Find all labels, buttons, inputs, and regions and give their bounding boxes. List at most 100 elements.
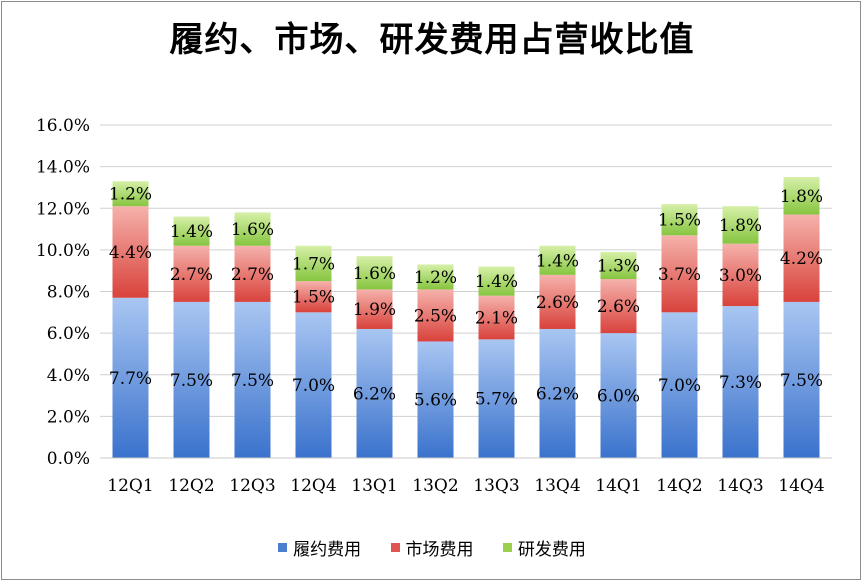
y-tick-label: 6.0% [47, 324, 90, 344]
bar-segment-1-13Q1 [356, 289, 393, 329]
chart-legend: 履约费用 市场费用 研发费用 [0, 535, 864, 560]
x-tick-label: 14Q2 [656, 476, 702, 496]
legend-swatch-rnd [502, 543, 512, 552]
x-tick-label: 14Q4 [778, 476, 824, 496]
y-tick-label: 16.0% [36, 116, 90, 136]
bar-segment-1-14Q1 [600, 279, 637, 334]
legend-item-fulfillment: 履约费用 [278, 535, 361, 560]
x-tick-label: 13Q2 [412, 476, 458, 496]
bar-segment-2-14Q4 [783, 177, 820, 215]
y-tick-label: 10.0% [36, 241, 90, 261]
data-label: 1.3% [597, 256, 640, 276]
y-tick-label: 2.0% [47, 407, 90, 427]
bar-segment-1-13Q2 [417, 289, 454, 342]
data-label: 1.5% [292, 288, 335, 308]
data-label: 1.7% [292, 254, 335, 274]
bar-segment-1-12Q3 [234, 245, 271, 302]
bar-segment-2-12Q2 [173, 216, 210, 246]
data-label: 3.7% [658, 265, 701, 285]
x-tick-label: 12Q4 [290, 476, 336, 496]
bar-segment-0-14Q2 [661, 312, 698, 458]
data-label: 1.2% [109, 185, 152, 205]
bar-segment-1-12Q1 [112, 206, 149, 298]
bar-segment-2-12Q1 [112, 181, 149, 207]
data-label: 1.4% [475, 272, 518, 292]
bar-segment-1-14Q4 [783, 214, 820, 302]
bar-segment-1-12Q2 [173, 245, 210, 302]
bar-segment-2-14Q2 [661, 204, 698, 236]
bar-segment-0-12Q4 [295, 312, 332, 458]
bar-segment-2-14Q1 [600, 251, 637, 280]
bar-segment-1-12Q4 [295, 281, 332, 313]
bar-segment-0-13Q4 [539, 328, 576, 458]
bar-segment-2-13Q2 [417, 264, 454, 290]
bar-segment-0-13Q1 [356, 328, 393, 458]
data-label: 1.2% [414, 268, 457, 288]
bar-segment-2-13Q1 [356, 256, 393, 290]
x-tick-label: 13Q1 [351, 476, 397, 496]
data-label: 2.6% [597, 297, 640, 317]
data-label: 7.7% [109, 369, 152, 389]
bar-segment-1-14Q2 [661, 235, 698, 313]
data-label: 4.2% [780, 249, 823, 269]
legend-label-fulfillment: 履约费用 [293, 540, 362, 560]
data-label: 7.5% [170, 371, 213, 391]
data-label: 2.6% [536, 293, 579, 313]
data-label: 7.0% [292, 376, 335, 396]
y-tick-label: 12.0% [36, 199, 90, 219]
bar-segment-2-13Q4 [539, 245, 576, 275]
bar-segment-0-14Q3 [722, 306, 759, 458]
data-label: 1.6% [231, 220, 274, 240]
data-label: 1.5% [658, 211, 701, 231]
data-label: 6.2% [536, 384, 579, 404]
y-tick-label: 14.0% [36, 158, 90, 178]
data-label: 7.5% [231, 371, 274, 391]
y-tick-label: 0.0% [47, 449, 90, 469]
x-tick-label: 12Q3 [229, 476, 275, 496]
x-tick-label: 14Q3 [717, 476, 763, 496]
data-label: 7.3% [719, 373, 762, 393]
bar-segment-2-12Q4 [295, 245, 332, 282]
data-label: 2.1% [475, 309, 518, 329]
legend-swatch-fulfillment [278, 543, 288, 552]
legend-item-marketing: 市场费用 [390, 535, 474, 560]
data-label: 6.2% [353, 384, 396, 404]
data-label: 3.0% [719, 266, 762, 286]
data-label: 2.7% [231, 265, 274, 285]
bar-segment-0-13Q3 [478, 339, 515, 458]
bar-segment-0-12Q2 [173, 301, 210, 458]
data-label: 1.9% [353, 300, 396, 320]
data-label: 7.5% [780, 371, 823, 391]
data-label: 2.5% [414, 306, 457, 326]
data-label: 1.4% [170, 222, 213, 242]
bar-segment-1-13Q4 [539, 274, 576, 329]
bar-segment-0-14Q4 [783, 301, 820, 458]
x-tick-label: 14Q1 [595, 476, 641, 496]
data-label: 4.4% [109, 243, 152, 263]
bar-segment-0-14Q1 [600, 333, 637, 458]
data-label: 1.8% [780, 187, 823, 207]
bar-segment-0-12Q1 [112, 297, 149, 458]
x-tick-label: 13Q4 [534, 476, 580, 496]
data-label: 2.7% [170, 265, 213, 285]
bar-segment-1-13Q3 [478, 295, 515, 340]
data-label: 5.6% [414, 391, 457, 411]
data-label: 5.7% [475, 390, 518, 410]
legend-label-marketing: 市场费用 [405, 540, 474, 560]
data-label: 1.8% [719, 216, 762, 236]
legend-swatch-marketing [390, 543, 400, 552]
x-tick-label: 12Q2 [168, 476, 214, 496]
bar-segment-0-13Q2 [417, 341, 454, 458]
y-tick-label: 8.0% [47, 283, 90, 303]
bar-segment-2-14Q3 [722, 206, 759, 244]
data-label: 1.4% [536, 251, 579, 271]
bar-segment-1-14Q3 [722, 243, 759, 307]
data-label: 1.6% [353, 264, 396, 284]
y-tick-label: 4.0% [47, 366, 90, 386]
x-tick-label: 13Q3 [473, 476, 519, 496]
data-label: 6.0% [597, 387, 640, 407]
bar-segment-0-12Q3 [234, 301, 271, 458]
legend-label-rnd: 研发费用 [517, 540, 586, 560]
chart-title: 履约、市场、研发费用占营收比值 [169, 20, 695, 60]
